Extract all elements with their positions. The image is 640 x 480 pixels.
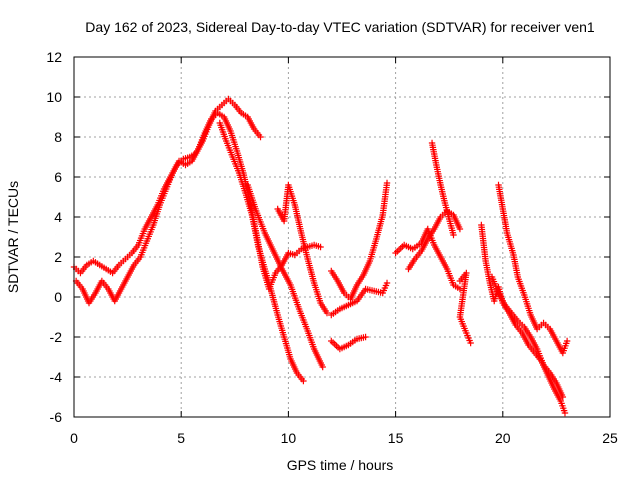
- x-tick-label: 10: [281, 430, 297, 446]
- data-point: [467, 339, 474, 347]
- y-axis-title: SDTVAR / TECUs: [5, 181, 21, 293]
- y-tick-labels: -6 -4 -2 0 2 4 6 8 10 12: [46, 49, 62, 425]
- y-tick-label: 6: [54, 169, 62, 185]
- data-series: [328, 179, 391, 303]
- y-tick-label: 0: [54, 289, 62, 305]
- x-tick-label: 15: [388, 430, 404, 446]
- data-point: [323, 309, 331, 317]
- y-tick-label: -6: [50, 409, 63, 425]
- grid-layer: [74, 57, 610, 417]
- y-tick-label: 2: [54, 249, 62, 265]
- y-tick-label: 8: [54, 129, 62, 145]
- data-series: [328, 333, 369, 353]
- data-point: [563, 337, 571, 345]
- data-series: [216, 119, 307, 385]
- data-point: [450, 231, 457, 239]
- data-series: [392, 225, 464, 293]
- data-point: [317, 243, 324, 251]
- x-tick-label: 20: [495, 430, 511, 446]
- y-tick-label: 12: [46, 49, 62, 65]
- plot-frame: [73, 56, 611, 418]
- series-layer: [70, 95, 571, 417]
- y-tick-label: -2: [50, 329, 63, 345]
- data-series: [478, 221, 569, 417]
- x-axis-title: GPS time / hours: [287, 457, 394, 473]
- data-series: [495, 181, 571, 357]
- y-tick-label: 10: [46, 89, 62, 105]
- y-tick-label: -4: [50, 369, 63, 385]
- y-tick-label: 4: [54, 209, 62, 225]
- x-tick-label: 5: [177, 430, 185, 446]
- x-tick-labels: 0 5 10 15 20 25: [70, 430, 618, 446]
- tick-layer: [73, 56, 611, 418]
- data-series: [428, 139, 457, 239]
- data-point: [257, 133, 264, 141]
- data-point: [561, 409, 569, 417]
- data-point: [456, 225, 464, 233]
- data-series: [244, 181, 326, 371]
- data-series: [488, 273, 567, 401]
- data-point: [559, 393, 567, 401]
- data-series: [456, 269, 474, 347]
- data-series: [274, 181, 331, 317]
- data-point: [383, 279, 391, 287]
- data-point: [383, 179, 391, 187]
- x-tick-label: 0: [70, 430, 78, 446]
- data-point: [319, 363, 326, 371]
- x-tick-label: 25: [602, 430, 618, 446]
- data-point: [362, 333, 369, 341]
- data-series: [328, 279, 391, 319]
- chart-title: Day 162 of 2023, Sidereal Day-to-day VTE…: [85, 19, 595, 35]
- data-point: [300, 377, 307, 385]
